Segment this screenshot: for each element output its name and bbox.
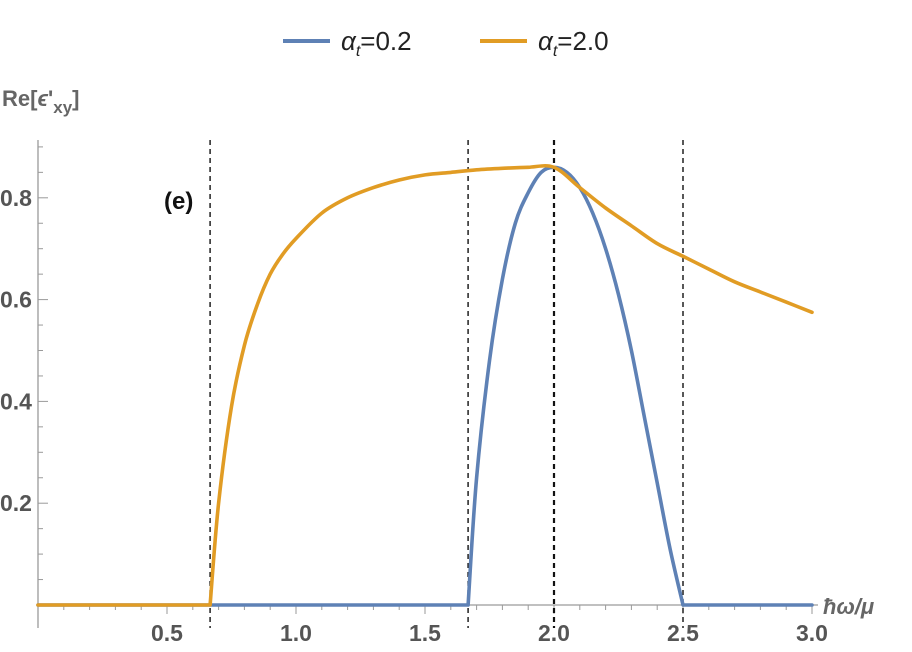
legend: αt=0.2 αt=2.0 xyxy=(283,26,609,60)
x-tick-label: 2.5 xyxy=(667,620,699,646)
x-tick-label: 3.0 xyxy=(796,620,828,646)
x-tick-label: 1.5 xyxy=(409,620,441,646)
x-axis-label: ħω/μ xyxy=(823,594,874,619)
x-tick-label: 1.0 xyxy=(280,620,312,646)
y-tick-label: 0.8 xyxy=(0,185,32,211)
legend-label-series-1: αt=0.2 xyxy=(341,26,412,60)
legend-sub-series-2: t xyxy=(553,43,558,60)
legend-label-series-2: αt=2.0 xyxy=(538,26,609,60)
legend-symbol-series-2: α xyxy=(538,26,554,56)
y-tick-label: 0.6 xyxy=(0,287,32,313)
y-tick-label: 0.2 xyxy=(0,490,32,516)
x-tick-label: 0.5 xyxy=(151,620,183,646)
legend-symbol-series-1: α xyxy=(341,26,357,56)
axes: 0.5 1.0 1.5 2.0 2.5 3.0 0.2 0.4 0.6 0.8 xyxy=(0,140,828,646)
legend-sub-series-1: t xyxy=(356,43,361,60)
y-axis-label-epsilon: ϵ xyxy=(37,86,48,111)
legend-value-series-2: =2.0 xyxy=(557,26,608,56)
vertical-markers xyxy=(209,140,684,628)
y-axis-label-subscript: xy xyxy=(53,98,72,117)
panel-label: (e) xyxy=(164,188,193,215)
y-axis-label-close: ] xyxy=(72,86,79,111)
plot-lines xyxy=(36,163,814,607)
x-tick-label: 2.0 xyxy=(538,620,570,646)
y-tick-label: 0.4 xyxy=(0,388,32,414)
series-line-1 xyxy=(36,165,814,607)
series-line-2 xyxy=(36,163,814,607)
y-axis-label: Re[ϵ'xy] xyxy=(2,86,79,117)
legend-value-series-1: =0.2 xyxy=(360,26,411,56)
